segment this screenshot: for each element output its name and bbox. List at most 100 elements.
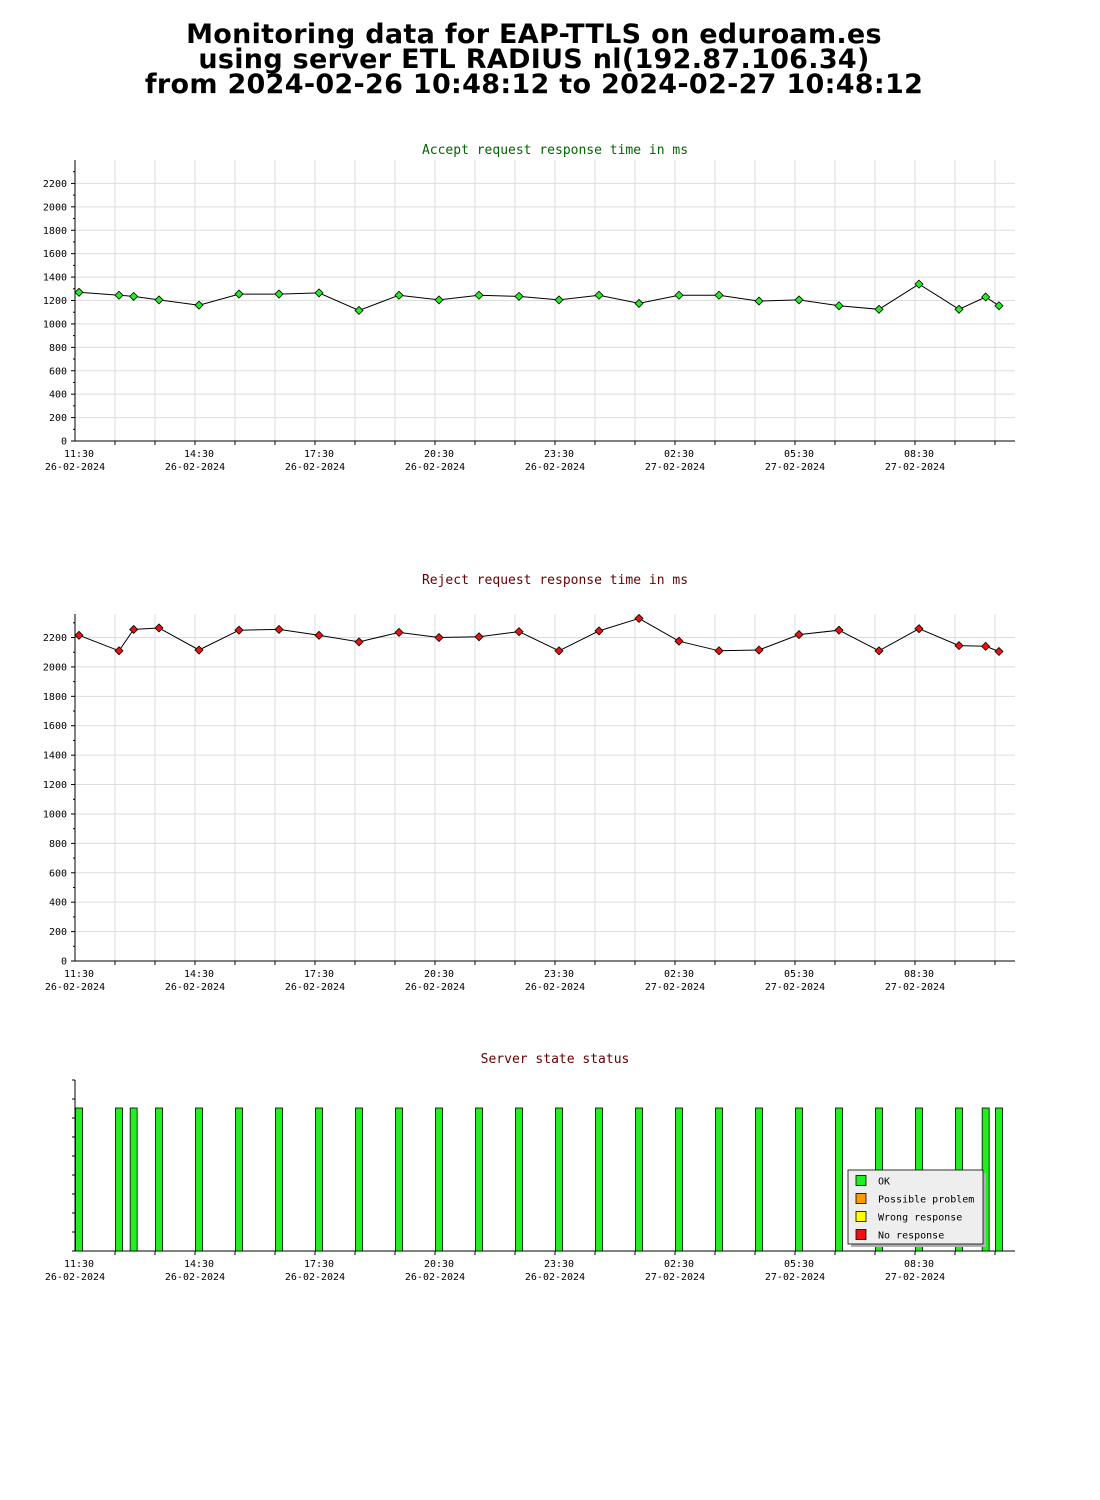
status-bar bbox=[675, 1107, 683, 1252]
y-tick-label: 200 bbox=[49, 413, 67, 424]
data-point bbox=[194, 645, 204, 655]
x-tick-date: 27-02-2024 bbox=[885, 462, 945, 473]
data-point bbox=[74, 287, 84, 297]
x-tick-date: 26-02-2024 bbox=[405, 462, 465, 473]
x-tick-time: 20:30 bbox=[424, 1259, 454, 1270]
y-tick-label: 600 bbox=[49, 366, 67, 377]
status-bar bbox=[835, 1107, 843, 1252]
status-bar bbox=[755, 1107, 763, 1252]
status-bar bbox=[435, 1107, 443, 1252]
data-point bbox=[234, 625, 244, 635]
x-tick-date: 26-02-2024 bbox=[45, 462, 105, 473]
x-tick-date: 26-02-2024 bbox=[405, 982, 465, 993]
y-tick-label: 600 bbox=[49, 868, 67, 879]
data-point bbox=[554, 646, 564, 656]
data-point bbox=[434, 295, 444, 305]
data-point bbox=[194, 300, 204, 310]
x-tick-time: 23:30 bbox=[544, 1259, 574, 1270]
x-tick-date: 26-02-2024 bbox=[525, 462, 585, 473]
data-point bbox=[981, 641, 991, 651]
data-point bbox=[634, 298, 644, 308]
x-tick-time: 11:30 bbox=[64, 1259, 94, 1270]
data-point bbox=[674, 290, 684, 300]
x-tick-time: 23:30 bbox=[544, 969, 574, 980]
x-tick-date: 26-02-2024 bbox=[165, 1272, 225, 1283]
y-tick-label: 400 bbox=[49, 390, 67, 401]
y-tick-label: 800 bbox=[49, 343, 67, 354]
data-point bbox=[434, 632, 444, 643]
legend-swatch bbox=[855, 1193, 867, 1204]
x-tick-date: 26-02-2024 bbox=[525, 1272, 585, 1283]
y-tick-label: 400 bbox=[49, 898, 67, 909]
x-tick-date: 26-02-2024 bbox=[525, 982, 585, 993]
x-tick-time: 05:30 bbox=[784, 969, 814, 980]
x-tick-time: 08:30 bbox=[904, 449, 934, 460]
status-bar bbox=[129, 1107, 138, 1252]
data-point bbox=[914, 624, 924, 634]
x-tick-time: 20:30 bbox=[424, 969, 454, 980]
x-tick-time: 17:30 bbox=[304, 969, 334, 980]
data-point bbox=[514, 627, 524, 637]
title-line-2: using server ETL RADIUS nl(192.87.106.34… bbox=[198, 44, 870, 75]
y-tick-label: 0 bbox=[61, 437, 67, 448]
x-tick-date: 27-02-2024 bbox=[645, 982, 705, 993]
x-tick-date: 27-02-2024 bbox=[885, 982, 945, 993]
legend-swatch bbox=[855, 1229, 867, 1240]
x-tick-date: 26-02-2024 bbox=[285, 982, 345, 993]
chart-title: Server state status bbox=[481, 1052, 630, 1067]
data-point bbox=[514, 291, 524, 301]
x-tick-time: 05:30 bbox=[784, 449, 814, 460]
x-tick-date: 27-02-2024 bbox=[645, 462, 705, 473]
status-bar bbox=[795, 1107, 803, 1252]
data-point bbox=[474, 290, 484, 300]
status-bar bbox=[235, 1107, 243, 1252]
x-tick-date: 26-02-2024 bbox=[165, 462, 225, 473]
data-point bbox=[354, 637, 364, 647]
data-point bbox=[274, 289, 284, 299]
x-tick-time: 08:30 bbox=[904, 1259, 934, 1270]
y-tick-label: 2000 bbox=[43, 662, 67, 673]
x-tick-time: 17:30 bbox=[304, 449, 334, 460]
status-bar bbox=[475, 1107, 483, 1252]
status-bar bbox=[595, 1107, 603, 1252]
status-bar bbox=[315, 1107, 323, 1252]
status-bar bbox=[395, 1107, 403, 1252]
y-tick-label: 800 bbox=[49, 839, 67, 850]
y-tick-label: 1600 bbox=[43, 721, 67, 732]
page-title: Monitoring data for EAP-TTLS on eduroam.… bbox=[0, 19, 1068, 98]
legend-label: Wrong response bbox=[878, 1213, 962, 1224]
x-tick-time: 11:30 bbox=[64, 449, 94, 460]
x-tick-time: 20:30 bbox=[424, 449, 454, 460]
data-point bbox=[114, 290, 124, 300]
x-tick-time: 11:30 bbox=[64, 969, 94, 980]
chart-title: Reject request response time in ms bbox=[422, 573, 688, 588]
x-tick-date: 27-02-2024 bbox=[885, 1272, 945, 1283]
y-tick-label: 1400 bbox=[43, 273, 67, 284]
data-point bbox=[874, 646, 884, 656]
x-tick-time: 02:30 bbox=[664, 1259, 694, 1270]
series-line bbox=[78, 283, 1000, 312]
x-tick-time: 14:30 bbox=[184, 449, 214, 460]
data-point bbox=[714, 290, 724, 300]
status-bar bbox=[75, 1107, 83, 1252]
data-point bbox=[794, 295, 804, 305]
title-line-1: Monitoring data for EAP-TTLS on eduroam.… bbox=[186, 19, 882, 50]
legend-label: No response bbox=[878, 1231, 944, 1242]
y-tick-label: 2000 bbox=[43, 202, 67, 213]
data-point bbox=[994, 301, 1004, 311]
data-point bbox=[874, 304, 884, 314]
status-bar bbox=[635, 1107, 643, 1252]
data-point bbox=[474, 632, 484, 642]
data-point bbox=[314, 288, 324, 298]
x-tick-time: 14:30 bbox=[184, 969, 214, 980]
x-tick-date: 27-02-2024 bbox=[765, 462, 825, 473]
data-point bbox=[154, 623, 164, 633]
data-point bbox=[714, 646, 724, 656]
x-tick-date: 27-02-2024 bbox=[765, 982, 825, 993]
x-tick-date: 26-02-2024 bbox=[285, 462, 345, 473]
data-point bbox=[274, 624, 284, 635]
data-point bbox=[129, 291, 139, 301]
data-point bbox=[234, 289, 244, 299]
data-point bbox=[314, 630, 324, 640]
data-point bbox=[674, 636, 684, 646]
